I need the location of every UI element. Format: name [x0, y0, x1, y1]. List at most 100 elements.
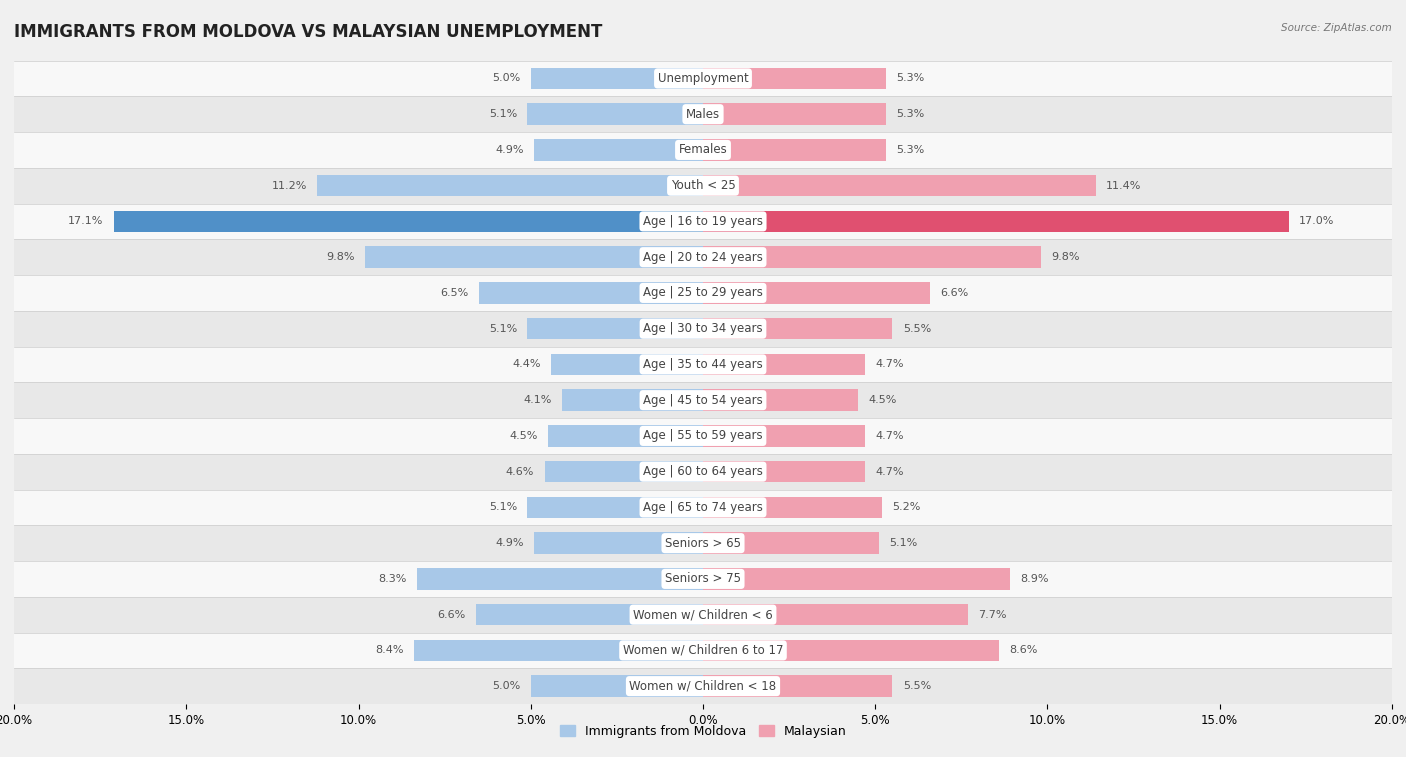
- Bar: [527, 497, 703, 518]
- Bar: [527, 318, 703, 339]
- Bar: [14, 311, 1392, 347]
- Bar: [366, 247, 703, 268]
- Text: 17.1%: 17.1%: [69, 217, 104, 226]
- Text: 6.5%: 6.5%: [440, 288, 468, 298]
- Text: Age | 45 to 54 years: Age | 45 to 54 years: [643, 394, 763, 407]
- Bar: [703, 354, 865, 375]
- Text: 4.1%: 4.1%: [523, 395, 551, 405]
- Text: 9.8%: 9.8%: [1050, 252, 1080, 262]
- Text: 4.5%: 4.5%: [509, 431, 537, 441]
- Bar: [14, 168, 1392, 204]
- Bar: [14, 668, 1392, 704]
- Bar: [534, 532, 703, 554]
- Text: 9.8%: 9.8%: [326, 252, 356, 262]
- Bar: [562, 389, 703, 411]
- Bar: [14, 382, 1392, 418]
- Bar: [14, 239, 1392, 275]
- Bar: [703, 67, 886, 89]
- Text: Seniors > 75: Seniors > 75: [665, 572, 741, 585]
- Text: 4.6%: 4.6%: [506, 466, 534, 477]
- Text: 5.5%: 5.5%: [903, 681, 931, 691]
- Bar: [475, 604, 703, 625]
- Bar: [551, 354, 703, 375]
- Bar: [479, 282, 703, 304]
- Text: 5.3%: 5.3%: [896, 109, 924, 119]
- Text: Source: ZipAtlas.com: Source: ZipAtlas.com: [1281, 23, 1392, 33]
- Bar: [531, 675, 703, 697]
- Bar: [14, 633, 1392, 668]
- Bar: [418, 569, 703, 590]
- Text: 5.5%: 5.5%: [903, 324, 931, 334]
- Text: 8.9%: 8.9%: [1019, 574, 1049, 584]
- Bar: [703, 532, 879, 554]
- Text: 4.9%: 4.9%: [495, 538, 524, 548]
- Bar: [14, 347, 1392, 382]
- Text: 8.4%: 8.4%: [375, 646, 404, 656]
- Bar: [14, 597, 1392, 633]
- Text: 17.0%: 17.0%: [1299, 217, 1334, 226]
- Text: 5.1%: 5.1%: [489, 109, 517, 119]
- Text: Women w/ Children < 6: Women w/ Children < 6: [633, 608, 773, 621]
- Text: 11.2%: 11.2%: [271, 181, 307, 191]
- Text: Age | 65 to 74 years: Age | 65 to 74 years: [643, 501, 763, 514]
- Text: 5.0%: 5.0%: [492, 681, 520, 691]
- Text: Age | 16 to 19 years: Age | 16 to 19 years: [643, 215, 763, 228]
- Text: 4.9%: 4.9%: [495, 145, 524, 155]
- Text: 8.6%: 8.6%: [1010, 646, 1038, 656]
- Text: 6.6%: 6.6%: [437, 609, 465, 620]
- Text: Females: Females: [679, 143, 727, 157]
- Bar: [14, 453, 1392, 490]
- Bar: [14, 96, 1392, 132]
- Text: Seniors > 65: Seniors > 65: [665, 537, 741, 550]
- Bar: [14, 204, 1392, 239]
- Text: 5.2%: 5.2%: [893, 503, 921, 512]
- Bar: [703, 497, 882, 518]
- Bar: [703, 604, 969, 625]
- Bar: [531, 67, 703, 89]
- Text: Youth < 25: Youth < 25: [671, 179, 735, 192]
- Bar: [318, 175, 703, 196]
- Bar: [14, 525, 1392, 561]
- Bar: [548, 425, 703, 447]
- Text: 8.3%: 8.3%: [378, 574, 406, 584]
- Bar: [527, 104, 703, 125]
- Text: Males: Males: [686, 107, 720, 120]
- Bar: [703, 569, 1010, 590]
- Text: 5.3%: 5.3%: [896, 73, 924, 83]
- Bar: [703, 675, 893, 697]
- Text: 11.4%: 11.4%: [1107, 181, 1142, 191]
- Text: IMMIGRANTS FROM MOLDOVA VS MALAYSIAN UNEMPLOYMENT: IMMIGRANTS FROM MOLDOVA VS MALAYSIAN UNE…: [14, 23, 602, 41]
- Bar: [114, 210, 703, 232]
- Text: 4.7%: 4.7%: [875, 360, 904, 369]
- Text: 5.3%: 5.3%: [896, 145, 924, 155]
- Text: 5.1%: 5.1%: [889, 538, 917, 548]
- Text: 4.7%: 4.7%: [875, 466, 904, 477]
- Text: 5.1%: 5.1%: [489, 503, 517, 512]
- Bar: [544, 461, 703, 482]
- Text: 5.1%: 5.1%: [489, 324, 517, 334]
- Text: Age | 60 to 64 years: Age | 60 to 64 years: [643, 465, 763, 478]
- Text: 7.7%: 7.7%: [979, 609, 1007, 620]
- Bar: [703, 318, 893, 339]
- Bar: [703, 247, 1040, 268]
- Bar: [703, 104, 886, 125]
- Bar: [14, 61, 1392, 96]
- Bar: [703, 210, 1289, 232]
- Text: Age | 20 to 24 years: Age | 20 to 24 years: [643, 251, 763, 263]
- Text: Age | 30 to 34 years: Age | 30 to 34 years: [643, 322, 763, 335]
- Text: Age | 25 to 29 years: Age | 25 to 29 years: [643, 286, 763, 300]
- Bar: [703, 425, 865, 447]
- Bar: [703, 461, 865, 482]
- Text: Women w/ Children < 18: Women w/ Children < 18: [630, 680, 776, 693]
- Bar: [14, 418, 1392, 453]
- Text: Age | 35 to 44 years: Age | 35 to 44 years: [643, 358, 763, 371]
- Bar: [703, 389, 858, 411]
- Text: Women w/ Children 6 to 17: Women w/ Children 6 to 17: [623, 644, 783, 657]
- Text: Unemployment: Unemployment: [658, 72, 748, 85]
- Bar: [14, 132, 1392, 168]
- Bar: [703, 139, 886, 160]
- Text: 6.6%: 6.6%: [941, 288, 969, 298]
- Text: 5.0%: 5.0%: [492, 73, 520, 83]
- Legend: Immigrants from Moldova, Malaysian: Immigrants from Moldova, Malaysian: [555, 720, 851, 743]
- Text: 4.4%: 4.4%: [513, 360, 541, 369]
